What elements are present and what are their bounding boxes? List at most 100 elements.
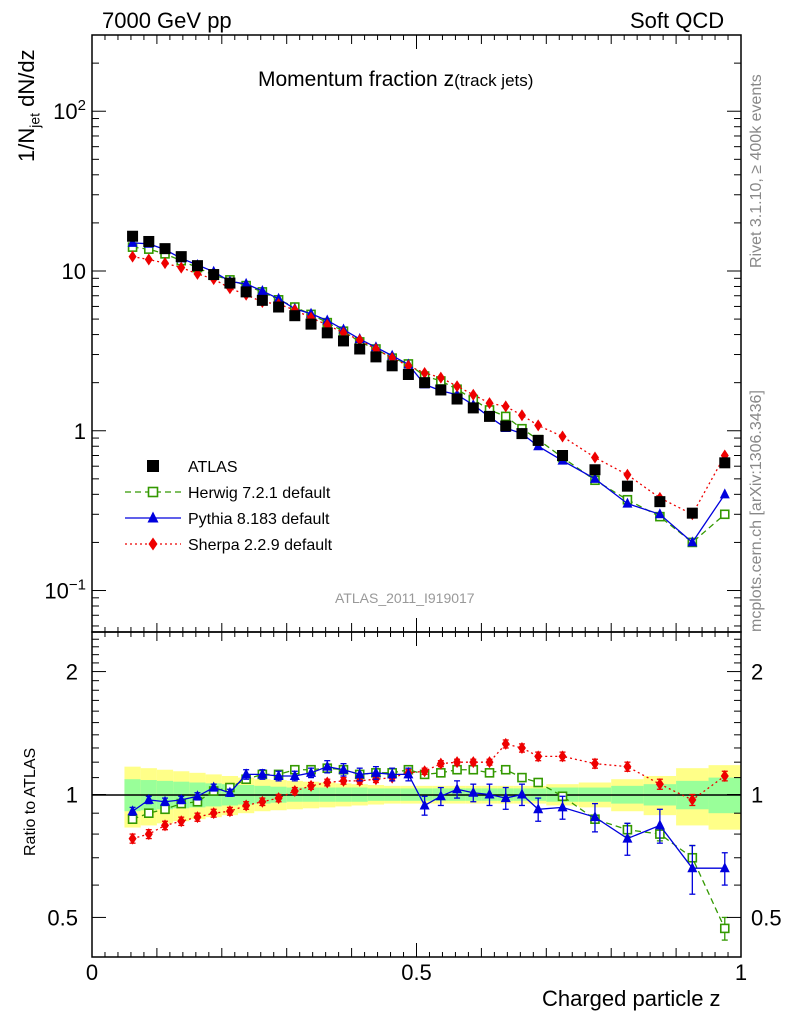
ratio-point-herwig <box>484 768 495 778</box>
ratio-point-sherpa <box>193 811 202 824</box>
data-point-herwig <box>719 509 730 520</box>
ratio-point-pythia <box>306 766 317 777</box>
legend-entry-sherpa: Sherpa 2.2.9 default <box>125 537 333 554</box>
data-point-data <box>500 420 512 432</box>
data-point-pythia <box>719 488 730 499</box>
plot-title: Momentum fraction z(track jets) <box>258 68 534 91</box>
ratio-point-sherpa <box>453 756 462 769</box>
ratio-point-sherpa <box>485 756 494 769</box>
ratio-point-pythia <box>273 769 284 780</box>
ratio-point-pythia <box>241 768 252 779</box>
ratio-point-sherpa <box>655 778 664 791</box>
x-tick-label: 1 <box>735 960 747 985</box>
ratio-point-sherpa <box>290 784 299 797</box>
ratio-point-pythia <box>127 805 138 816</box>
ratio-point-sherpa <box>209 807 218 820</box>
data-point-data <box>621 480 633 492</box>
data-point-data <box>208 269 220 281</box>
data-point-data <box>451 393 463 405</box>
data-point-data <box>386 360 398 372</box>
ratio-point-sherpa <box>225 805 234 818</box>
data-point-pythia <box>687 536 698 547</box>
data-point-sherpa <box>558 430 567 443</box>
ratio-point-sherpa <box>339 774 348 787</box>
legend-label-pythia: Pythia 8.183 default <box>188 511 330 528</box>
ratio-point-pythia <box>484 788 495 799</box>
y-tick-label-ratio-right: 2 <box>751 660 763 685</box>
legend-marker-data <box>147 460 159 472</box>
ratio-point-sherpa <box>323 776 332 789</box>
data-point-sherpa <box>469 388 478 401</box>
ratio-point-herwig <box>127 814 138 824</box>
data-point-data <box>305 318 317 330</box>
ratio-point-sherpa <box>161 819 170 832</box>
ratio-point-herwig <box>533 777 543 788</box>
legend-entry-data: ATLAS <box>147 459 238 476</box>
data-point-pythia <box>273 292 284 303</box>
data-point-pythia <box>654 508 665 519</box>
ratio-point-sherpa <box>258 795 267 808</box>
ratio-point-pythia <box>192 790 203 801</box>
ratio-point-pythia <box>589 811 600 822</box>
ratio-point-sherpa <box>517 741 526 754</box>
ratio-point-pythia <box>208 781 219 792</box>
series-data <box>127 230 731 519</box>
x-axis-label: Charged particle z <box>542 986 721 1011</box>
legend: ATLAS Herwig 7.2.1 default Pythia 8.183 de… <box>125 459 333 554</box>
y-tick-label-main: 1 <box>74 419 86 444</box>
data-point-sherpa <box>128 250 137 263</box>
data-point-data <box>127 230 139 242</box>
data-point-data <box>337 335 349 347</box>
data-point-sherpa <box>404 359 413 372</box>
ratio-point-pythia <box>322 760 333 771</box>
ratio-point-pythia <box>687 862 698 873</box>
legend-label-herwig: Herwig 7.2.1 default <box>188 485 331 502</box>
ratio-point-pythia <box>533 803 544 814</box>
ratio-series-sherpa <box>128 737 729 845</box>
ratio-point-pythia <box>387 768 398 779</box>
y-tick-label-ratio-left: 2 <box>66 660 78 685</box>
ratio-point-herwig <box>160 804 170 815</box>
ratio-point-pythia <box>468 786 479 797</box>
data-point-data <box>224 277 236 289</box>
data-point-data <box>419 377 431 389</box>
ratio-point-sherpa <box>274 792 283 805</box>
data-point-data <box>516 428 528 440</box>
ratio-point-pythia <box>452 783 463 794</box>
data-point-data <box>589 464 601 476</box>
data-point-sherpa <box>453 380 462 393</box>
data-point-data <box>321 327 333 339</box>
y-tick-label-main: 10 <box>62 259 86 284</box>
ratio-point-sherpa <box>501 737 510 750</box>
ratio-point-pythia <box>500 792 511 803</box>
data-point-pythia <box>241 277 252 288</box>
data-point-sherpa <box>501 400 510 413</box>
legend-label-data: ATLAS <box>188 459 238 476</box>
ratio-point-pythia <box>176 793 187 804</box>
legend-label-sherpa: Sherpa 2.2.9 default <box>188 537 333 554</box>
ratio-point-sherpa <box>177 815 186 828</box>
data-point-data <box>240 286 252 298</box>
data-point-sherpa <box>420 366 429 379</box>
legend-marker-herwig <box>147 486 159 498</box>
data-point-data <box>532 434 544 446</box>
ratio-point-sherpa <box>128 832 137 845</box>
ratio-point-sherpa <box>420 765 429 778</box>
ratio-point-sherpa <box>623 760 632 773</box>
data-point-pythia <box>589 472 600 483</box>
ratio-point-sherpa <box>534 750 543 763</box>
ratio-point-pythia <box>516 788 527 799</box>
analysis-id: ATLAS_2011_I919017 <box>335 590 475 606</box>
data-point-sherpa <box>177 261 186 274</box>
ratio-point-sherpa <box>469 756 478 769</box>
axis-tick-labels: 102 10 1 10−1 2 2 1 1 0.5 0.5 0 0.5 1 <box>44 97 781 985</box>
data-point-data <box>467 402 479 414</box>
ratio-point-pythia <box>143 793 154 804</box>
data-point-data <box>370 351 382 363</box>
legend-entry-herwig: Herwig 7.2.1 default <box>125 485 331 502</box>
data-point-data <box>191 260 203 272</box>
data-point-sherpa <box>161 257 170 270</box>
ratio-point-pythia <box>435 790 446 801</box>
series-line-sherpa <box>132 255 726 516</box>
data-point-data <box>175 251 187 263</box>
